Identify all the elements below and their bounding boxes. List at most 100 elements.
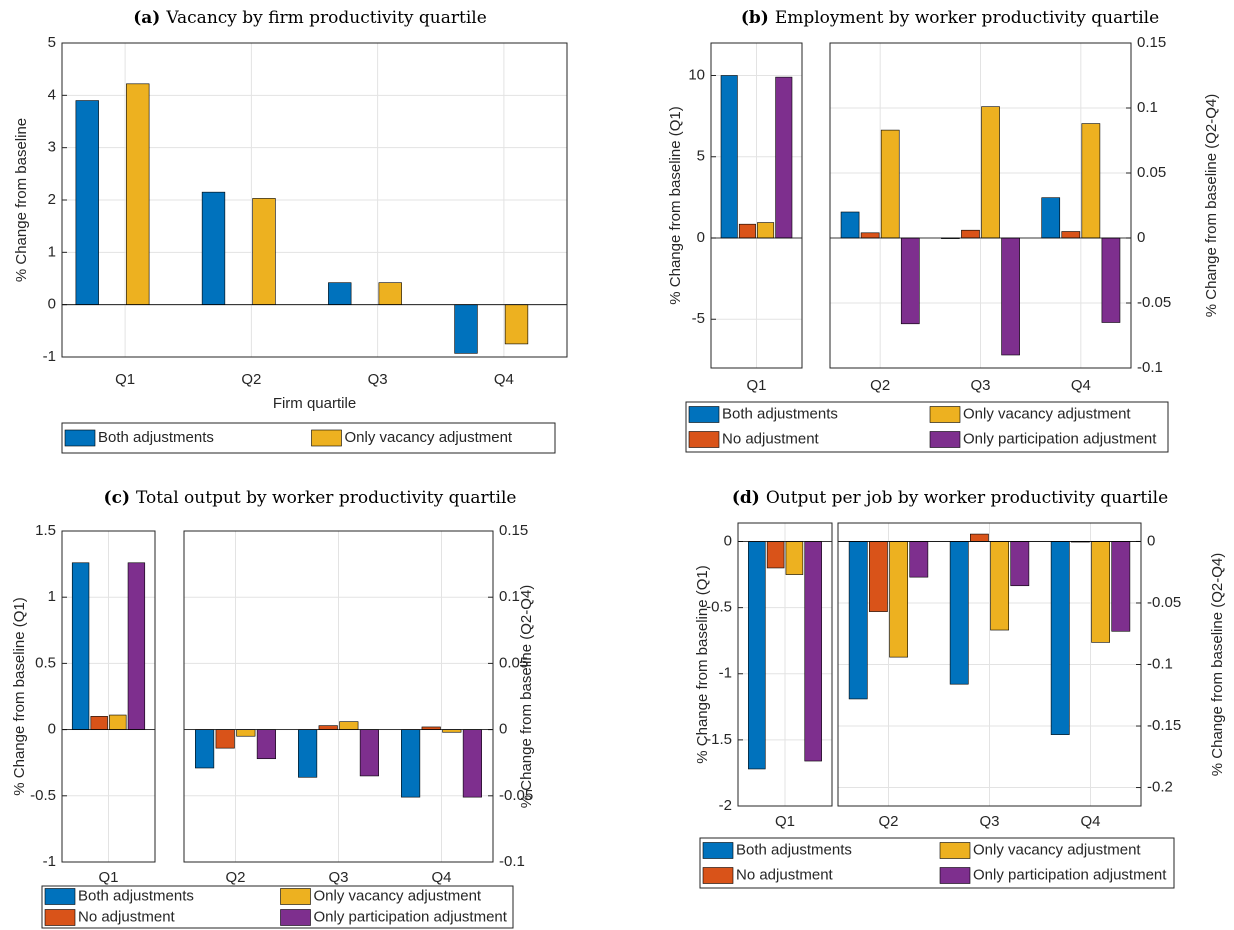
x-tick-label: Q1 [775,813,795,830]
y2-tick-label: -0.05 [1137,294,1171,311]
y2-tick-label: 0 [1147,532,1155,549]
legend-swatch [44,909,76,926]
bar [109,714,127,730]
bar [1041,197,1061,239]
y-tick-label: 0 [48,721,56,738]
legend-swatch [44,888,76,905]
legend-label: Both adjustments [78,887,194,904]
bar [504,304,529,345]
x-tick-label: Q2 [225,869,245,886]
legend-label: No adjustment [722,430,820,447]
y2-tick-label: -0.1 [1137,359,1163,376]
x-tick-label: Q3 [368,371,388,388]
x-tick-label: Q4 [1080,813,1100,830]
bar [766,541,785,569]
bar [909,541,929,578]
y-tick-label: 1.5 [35,522,56,539]
legend-box [685,401,1169,453]
y2-tick-label: -0.2 [1147,779,1173,796]
panel-title: (d) Output per job by worker productivity… [732,488,1168,508]
y-tick-label: 3 [48,139,56,156]
x-tick-label: Q1 [98,869,118,886]
x-tick-label: Q3 [328,869,348,886]
bar [880,129,900,239]
legend-box [699,837,1175,889]
y-tick-label: 0 [724,532,732,549]
y2-tick-label: 0 [499,721,507,738]
panel-label: (c) [104,488,130,508]
x-tick-label: Q2 [241,371,261,388]
y2-axis-label: % Change from baseline (Q2-Q4) [1209,553,1226,776]
x-tick-label: Q3 [970,377,990,394]
bar [359,729,379,777]
y2-tick-label: 0.05 [1137,164,1166,181]
y-tick-label: 5 [697,148,705,165]
bar [1050,541,1070,735]
legend-label: Only vacancy adjustment [973,841,1141,858]
y-tick-label: 0 [697,229,705,246]
y-axis-label: % Change from baseline [13,118,30,282]
bar [900,237,920,325]
bar [1001,237,1020,356]
bar [378,282,402,305]
legend-box [41,885,514,929]
panel-title: (a) Vacancy by firm productivity quartile [133,8,487,28]
y2-tick-label: -0.1 [1147,655,1173,672]
bar [961,229,980,239]
y2-tick-label: 0.1 [499,588,520,605]
panel-title: (b) Employment by worker productivity qua… [741,8,1159,28]
y2-tick-label: 0.15 [499,522,528,539]
bar [990,541,1009,631]
x-axis-label: Firm quartile [273,395,356,412]
legend-swatch [64,429,96,447]
y-tick-label: -1 [43,348,56,365]
legend-label: Only participation adjustment [973,866,1167,883]
legend-swatch [702,842,734,859]
y2-tick-label: 0.05 [499,654,528,671]
x-tick-label: Q2 [878,813,898,830]
bar [71,562,90,730]
y2-tick-label: 0 [1137,229,1145,246]
bar [720,75,738,239]
legend-label: Both adjustments [722,405,838,422]
x-tick-label: Q3 [979,813,999,830]
bar [201,191,226,305]
panel-title: (c) Total output by worker productivity q… [104,488,517,508]
x-tick-label: Q1 [115,371,135,388]
legend-label: No adjustment [736,866,834,883]
bar [298,729,318,778]
legend-label: Both adjustments [736,841,852,858]
bar [1061,231,1081,239]
legend-swatch [311,429,342,447]
bar [318,725,338,730]
bar [75,100,99,305]
y-tick-label: 1 [48,243,56,260]
legend-swatch [688,431,720,448]
panel-label: (d) [732,488,760,508]
x-tick-label: Q4 [1071,377,1091,394]
panel-label: (b) [741,8,769,28]
legend-swatch [939,867,971,884]
legend-swatch [280,909,311,926]
bar [1091,541,1110,643]
legend-swatch [939,842,971,859]
y-axis-label: % Change from baseline (Q1) [694,565,711,763]
bar [748,541,766,770]
legend-swatch [929,406,961,423]
y-tick-label: 2 [48,191,56,208]
legend-label: Only vacancy adjustment [345,429,513,446]
x-tick-label: Q2 [870,377,890,394]
y-tick-label: 0 [48,296,56,313]
y2-tick-label: -0.05 [499,787,533,804]
bar [126,83,150,305]
panel-label: (a) [133,8,160,28]
y-tick-label: 4 [48,86,56,103]
axes-box [837,522,1142,807]
y-tick-label: 10 [688,66,705,83]
bar [981,106,1000,239]
bar [1111,541,1131,632]
y2-tick-label: -0.05 [1147,594,1181,611]
x-tick-label: Q4 [431,869,451,886]
axes-box [61,42,568,358]
